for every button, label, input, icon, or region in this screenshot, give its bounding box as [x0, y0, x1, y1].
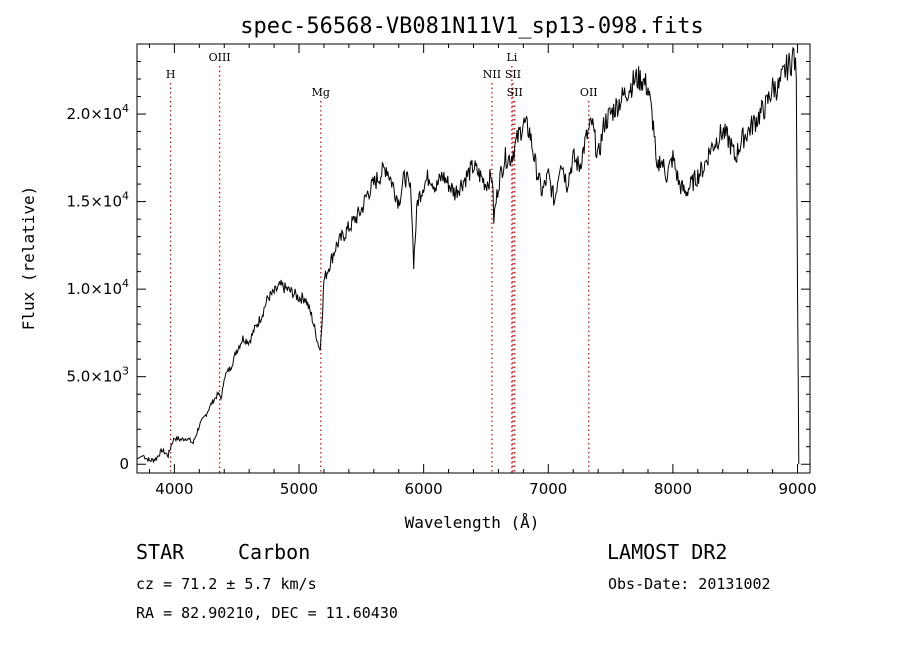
spectral-line-label: OII	[580, 86, 598, 99]
redshift-readout: cz = 71.2 ± 5.7 km/s	[136, 575, 317, 593]
coordinates: RA = 82.90210, DEC = 11.60430	[136, 604, 398, 622]
plot-frame	[136, 43, 811, 474]
x-tick-label: 7000	[529, 480, 567, 498]
x-tick-labels: 4000 5000 6000 7000 8000 9000	[155, 480, 816, 498]
x-tick-label: 4000	[155, 480, 193, 498]
spectral-line-label: H	[166, 68, 176, 81]
y-tick-label: 0	[119, 455, 129, 473]
x-tick-label: 9000	[778, 480, 816, 498]
x-tick-label: 8000	[654, 480, 692, 498]
spectral-line-label: Li	[506, 51, 517, 64]
y-axis-label: Flux (relative)	[19, 186, 38, 331]
y-tick-labels: 0 5.0×103 1.0×104 1.5×104 2.0×104	[66, 102, 129, 473]
x-tick-label: 6000	[405, 480, 443, 498]
y-tick-label: 2.0×104	[66, 102, 129, 123]
spectral-line-label: SII	[505, 68, 521, 81]
spectral-line-label: OIII	[209, 51, 231, 64]
spectrum-chart: spec-56568-VB081N11V1_sp13-098.fits H OII…	[19, 14, 817, 532]
spectral-line-markers: H OIII Mg NII Li SII SII OII	[166, 51, 598, 473]
y-tick-label: 1.5×104	[66, 190, 129, 211]
spectral-line-label: NII	[483, 68, 501, 81]
survey-name: LAMOST DR2	[607, 540, 728, 564]
spectral-line-label: SII	[507, 86, 523, 99]
spectrum-series-line	[136, 46, 800, 465]
y-tick-label: 1.0×104	[66, 277, 129, 298]
obs-date: Obs-Date: 20131002	[608, 575, 771, 593]
axis-ticks	[137, 44, 810, 473]
spectral-line-label: Mg	[312, 86, 330, 99]
x-axis-label: Wavelength (Å)	[405, 513, 540, 532]
y-tick-label: 5.0×103	[66, 365, 129, 386]
x-tick-label: 5000	[280, 480, 318, 498]
chart-title: spec-56568-VB081N11V1_sp13-098.fits	[240, 14, 704, 39]
object-subclass: Carbon	[238, 540, 311, 564]
object-class: STAR	[136, 540, 185, 564]
